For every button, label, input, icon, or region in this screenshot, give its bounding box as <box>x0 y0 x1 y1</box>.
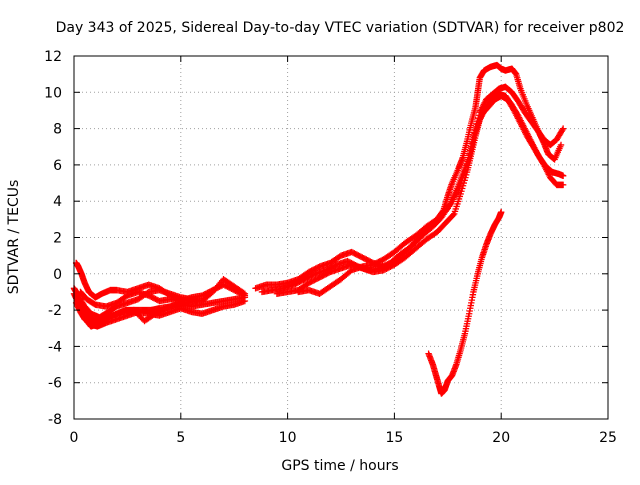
data-point-marker <box>469 136 476 143</box>
data-point-marker <box>443 206 450 214</box>
data-point-marker <box>467 147 474 154</box>
data-point-marker <box>559 126 566 134</box>
y-tick-label: 4 <box>53 194 62 210</box>
data-point-marker <box>498 208 505 216</box>
y-tick-label: 0 <box>53 267 62 283</box>
data-point-marker <box>557 141 565 149</box>
chart-title: Day 343 of 2025, Sidereal Day-to-day VTE… <box>56 20 625 36</box>
data-point-marker <box>458 177 465 184</box>
data-point-marker <box>241 297 249 305</box>
x-tick-label: 0 <box>70 430 79 446</box>
data-point-marker <box>455 187 462 194</box>
data-point-marker <box>468 139 476 147</box>
y-tick-label: -4 <box>48 339 62 355</box>
data-point-marker <box>462 164 470 172</box>
data-point-marker <box>449 211 457 219</box>
data-point-marker <box>466 150 473 158</box>
data-point-marker <box>472 123 480 131</box>
data-point-marker <box>194 297 202 305</box>
data-point-marker <box>475 114 482 122</box>
data-markers <box>70 61 567 397</box>
data-point-marker <box>470 132 477 140</box>
data-point-marker <box>459 174 466 181</box>
data-point-marker <box>461 168 469 175</box>
x-tick-label: 20 <box>492 430 510 446</box>
x-tick-label: 15 <box>385 430 403 446</box>
x-tick-label: 25 <box>599 430 617 446</box>
y-tick-label: -2 <box>48 303 62 319</box>
data-point-marker <box>457 180 464 188</box>
data-point-marker <box>559 181 567 189</box>
data-point-marker <box>464 158 472 165</box>
y-tick-label: 10 <box>44 85 62 101</box>
data-point-marker <box>467 143 475 150</box>
data-point-marker <box>241 292 249 299</box>
data-point-marker <box>240 291 247 299</box>
y-tick-label: 12 <box>44 49 62 65</box>
data-point-marker <box>463 161 471 169</box>
y-tick-label: -8 <box>48 412 62 428</box>
data-point-marker <box>559 125 567 132</box>
x-axis-label: GPS time / hours <box>281 458 398 474</box>
axis-ticks: 0 5 10 15 20 25 -8 -6 -4 -2 0 2 4 6 8 10 12 <box>44 49 617 446</box>
data-point-marker <box>559 172 567 179</box>
y-tick-label: 2 <box>53 231 62 247</box>
data-point-marker <box>456 183 463 191</box>
y-tick-label: 6 <box>53 158 62 174</box>
data-point-marker <box>465 154 472 161</box>
y-tick-label: -6 <box>48 376 62 392</box>
data-point-marker <box>475 112 483 119</box>
data-point-marker <box>460 171 468 178</box>
data-point-marker <box>471 129 478 137</box>
y-tick-label: 8 <box>53 122 62 138</box>
x-tick-label: 10 <box>279 430 297 446</box>
data-point-marker <box>471 126 479 134</box>
x-tick-label: 5 <box>176 430 185 446</box>
data-point-marker <box>473 120 480 128</box>
gridlines <box>74 56 608 419</box>
y-axis-label: SDTVAR / TECUs <box>6 180 22 295</box>
data-point-marker <box>474 117 481 125</box>
